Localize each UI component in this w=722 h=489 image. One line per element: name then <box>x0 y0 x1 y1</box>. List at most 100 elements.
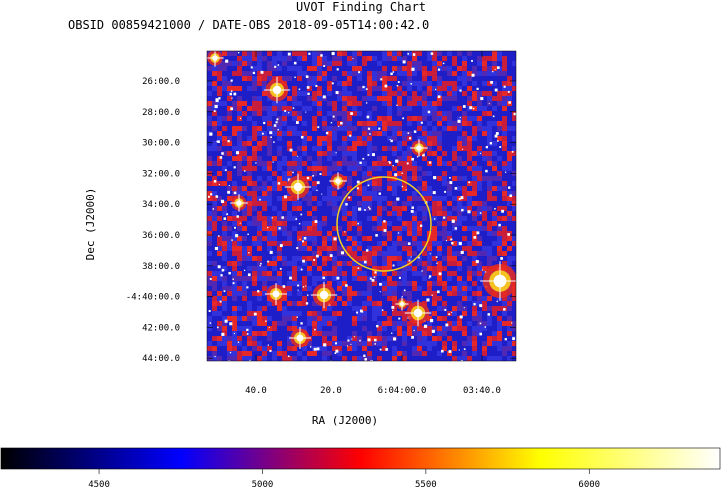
image-pixel <box>222 331 227 336</box>
image-pixel <box>482 71 487 76</box>
image-pixel <box>462 136 467 141</box>
image-pixel <box>222 181 227 186</box>
image-pixel <box>387 81 392 86</box>
image-pixel <box>222 146 227 151</box>
image-pixel <box>407 186 412 191</box>
image-pixel <box>462 296 467 301</box>
image-pixel <box>247 281 252 286</box>
image-pixel <box>237 321 242 326</box>
image-pixel <box>327 321 332 326</box>
image-pixel <box>267 331 272 336</box>
image-pixel <box>482 206 487 211</box>
image-pixel <box>322 201 327 206</box>
faint-source <box>230 107 234 111</box>
image-pixel <box>312 311 317 316</box>
faint-source <box>492 115 495 118</box>
image-pixel <box>512 191 516 196</box>
image-pixel <box>327 96 332 101</box>
image-pixel <box>327 176 332 181</box>
image-pixel <box>382 126 387 131</box>
faint-source <box>255 162 257 164</box>
image-pixel <box>347 86 352 91</box>
image-pixel <box>227 136 232 141</box>
image-pixel <box>427 96 432 101</box>
image-pixel <box>242 241 247 246</box>
image-pixel <box>467 101 472 106</box>
image-pixel <box>402 281 407 286</box>
image-pixel <box>432 211 437 216</box>
image-pixel <box>282 171 287 176</box>
image-pixel <box>232 241 237 246</box>
image-pixel <box>227 296 232 301</box>
image-pixel <box>232 101 237 106</box>
image-pixel <box>477 131 482 136</box>
image-pixel <box>432 251 437 256</box>
image-pixel <box>342 166 347 171</box>
image-pixel <box>222 246 227 251</box>
image-pixel <box>382 56 387 61</box>
image-pixel <box>302 81 307 86</box>
image-pixel <box>442 316 447 321</box>
image-pixel <box>262 351 267 356</box>
faint-source <box>297 155 299 157</box>
image-pixel <box>312 336 317 341</box>
image-pixel <box>292 321 297 326</box>
image-pixel <box>292 266 297 271</box>
image-pixel <box>452 266 457 271</box>
image-pixel <box>437 166 442 171</box>
image-pixel <box>402 76 407 81</box>
image-pixel <box>462 336 467 341</box>
image-pixel <box>357 276 362 281</box>
image-pixel <box>357 146 362 151</box>
image-pixel <box>327 71 332 76</box>
image-pixel <box>487 356 492 361</box>
faint-source <box>392 165 394 167</box>
image-pixel <box>257 351 262 356</box>
image-pixel <box>392 216 397 221</box>
image-pixel <box>262 111 267 116</box>
image-pixel <box>207 246 212 251</box>
image-pixel <box>367 136 372 141</box>
image-pixel <box>357 186 362 191</box>
image-pixel <box>292 301 297 306</box>
image-pixel <box>222 141 227 146</box>
image-pixel <box>432 201 437 206</box>
image-pixel <box>362 86 367 91</box>
image-pixel <box>387 331 392 336</box>
image-pixel <box>377 136 382 141</box>
image-pixel <box>222 196 227 201</box>
image-pixel <box>357 311 362 316</box>
image-pixel <box>282 216 287 221</box>
image-pixel <box>242 301 247 306</box>
image-pixel <box>227 176 232 181</box>
faint-source <box>378 192 381 195</box>
image-pixel <box>487 296 492 301</box>
image-pixel <box>337 71 342 76</box>
image-pixel <box>482 166 487 171</box>
image-pixel <box>322 51 327 56</box>
image-pixel <box>212 356 217 361</box>
image-pixel <box>477 316 482 321</box>
faint-source <box>302 286 305 288</box>
image-pixel <box>437 356 442 361</box>
image-pixel <box>457 121 462 126</box>
image-pixel <box>257 211 262 216</box>
image-pixel <box>382 81 387 86</box>
image-pixel <box>357 81 362 86</box>
image-pixel <box>272 51 277 56</box>
image-pixel <box>482 256 487 261</box>
image-pixel <box>327 231 332 236</box>
image-pixel <box>302 241 307 246</box>
image-pixel <box>362 336 367 341</box>
image-pixel <box>222 136 227 141</box>
image-pixel <box>397 111 402 116</box>
image-pixel <box>512 66 516 71</box>
image-pixel <box>322 306 327 311</box>
faint-source <box>300 268 303 271</box>
image-pixel <box>482 321 487 326</box>
image-pixel <box>267 276 272 281</box>
image-pixel <box>497 171 502 176</box>
image-pixel <box>382 241 387 246</box>
image-pixel <box>262 131 267 136</box>
image-pixel <box>362 236 367 241</box>
